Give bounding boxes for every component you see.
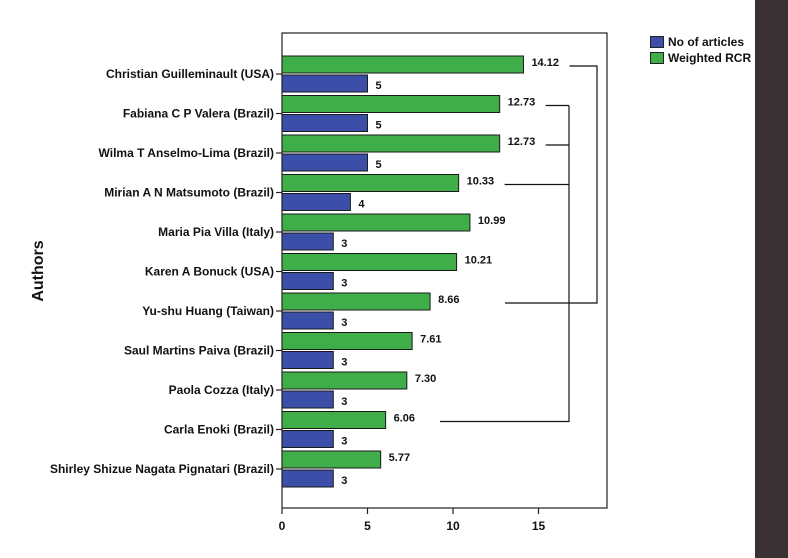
legend-swatch-articles [650, 36, 664, 48]
bar-label-articles-3: 4 [358, 199, 365, 211]
bar-rcr-0 [281, 55, 524, 74]
side-band [755, 0, 788, 558]
bar-label-rcr-7: 7.61 [420, 334, 441, 346]
x-tick-label-1: 5 [364, 519, 371, 533]
bar-label-rcr-2: 12.73 [508, 136, 536, 148]
category-label-4: Maria Pia Villa (Italy) [158, 225, 274, 239]
bar-rcr-10 [281, 450, 382, 469]
category-label-6: Yu-shu Huang (Taiwan) [142, 304, 274, 318]
bar-label-rcr-1: 12.73 [508, 97, 536, 109]
category-label-2: Wilma T Anselmo-Lima (Brazil) [99, 146, 274, 160]
bar-label-rcr-8: 7.30 [415, 373, 436, 385]
bar-articles-8 [281, 390, 334, 409]
category-label-5: Karen A Bonuck (USA) [145, 265, 274, 279]
bar-rcr-9 [281, 411, 387, 429]
bar-label-rcr-4: 10.99 [478, 215, 506, 227]
bar-label-rcr-0: 14.12 [531, 57, 559, 69]
bar-label-articles-5: 3 [341, 278, 347, 290]
bar-articles-5 [281, 272, 334, 290]
bar-label-rcr-3: 10.33 [467, 176, 495, 188]
bar-rcr-1 [281, 95, 501, 113]
bar-label-rcr-5: 10.21 [465, 255, 493, 267]
dend-vert [440, 105, 570, 423]
bar-articles-1 [281, 114, 368, 132]
bar-label-articles-7: 3 [341, 357, 347, 369]
bar-label-rcr-9: 6.06 [394, 413, 415, 425]
bar-label-articles-1: 5 [376, 120, 382, 132]
y-axis-label: Authors [30, 240, 47, 301]
bar-articles-6 [281, 311, 334, 330]
bar-articles-2 [281, 153, 368, 172]
legend-item-articles: No of articles [650, 34, 751, 50]
category-label-8: Paola Cozza (Italy) [169, 383, 274, 397]
bar-label-articles-2: 5 [376, 159, 382, 171]
bar-rcr-5 [281, 253, 458, 271]
bar-articles-9 [281, 430, 334, 448]
legend-label-articles: No of articles [668, 35, 745, 49]
bar-rcr-8 [281, 371, 408, 390]
category-label-7: Saul Martins Paiva (Brazil) [124, 344, 274, 358]
bar-label-articles-6: 3 [341, 317, 347, 329]
bar-label-articles-8: 3 [341, 396, 347, 408]
bar-articles-3 [281, 193, 351, 211]
category-label-0: Christian Guilleminault (USA) [106, 67, 274, 81]
bar-label-rcr-6: 8.66 [438, 294, 459, 306]
bar-label-articles-0: 5 [376, 80, 382, 92]
legend: No of articles Weighted RCR [650, 34, 751, 66]
category-label-9: Carla Enoki (Brazil) [164, 423, 274, 437]
bar-label-rcr-10: 5.77 [389, 452, 410, 464]
x-tick-label-2: 10 [446, 519, 460, 533]
x-axis-ticks: 0 5 10 15 [279, 508, 546, 533]
legend-label-rcr: Weighted RCR [668, 51, 752, 65]
legend-item-rcr: Weighted RCR [650, 50, 751, 66]
bar-label-articles-10: 3 [341, 475, 347, 487]
dendrogram [440, 65, 598, 423]
bar-rcr-3 [281, 174, 460, 192]
dend-top [505, 65, 598, 304]
category-label-10: Shirley Shizue Nagata Pignatari (Brazil) [50, 462, 274, 476]
bar-articles-10 [281, 469, 334, 488]
category-label-1: Fabiana C P Valera (Brazil) [123, 107, 274, 121]
bar-articles-0 [281, 74, 368, 93]
x-tick-label-3: 15 [532, 519, 546, 533]
x-tick-label-0: 0 [279, 519, 286, 533]
bar-rcr-7 [281, 332, 413, 350]
category-labels: Christian Guilleminault (USA) Fabiana C P… [50, 67, 282, 476]
bar-rcr-4 [281, 213, 471, 232]
legend-swatch-rcr [650, 52, 664, 64]
bars: 14.12 5 12.73 5 12.73 5 10.33 4 10.99 3 10.21 3 8.66… [281, 55, 559, 488]
bar-label-articles-4: 3 [341, 238, 347, 250]
bar-articles-4 [281, 232, 334, 251]
bar-rcr-6 [281, 292, 431, 311]
bar-label-articles-9: 3 [341, 436, 347, 448]
bar-articles-7 [281, 351, 334, 369]
bar-rcr-2 [281, 134, 501, 153]
category-label-3: Mirian A N Matsumoto (Brazil) [104, 186, 274, 200]
